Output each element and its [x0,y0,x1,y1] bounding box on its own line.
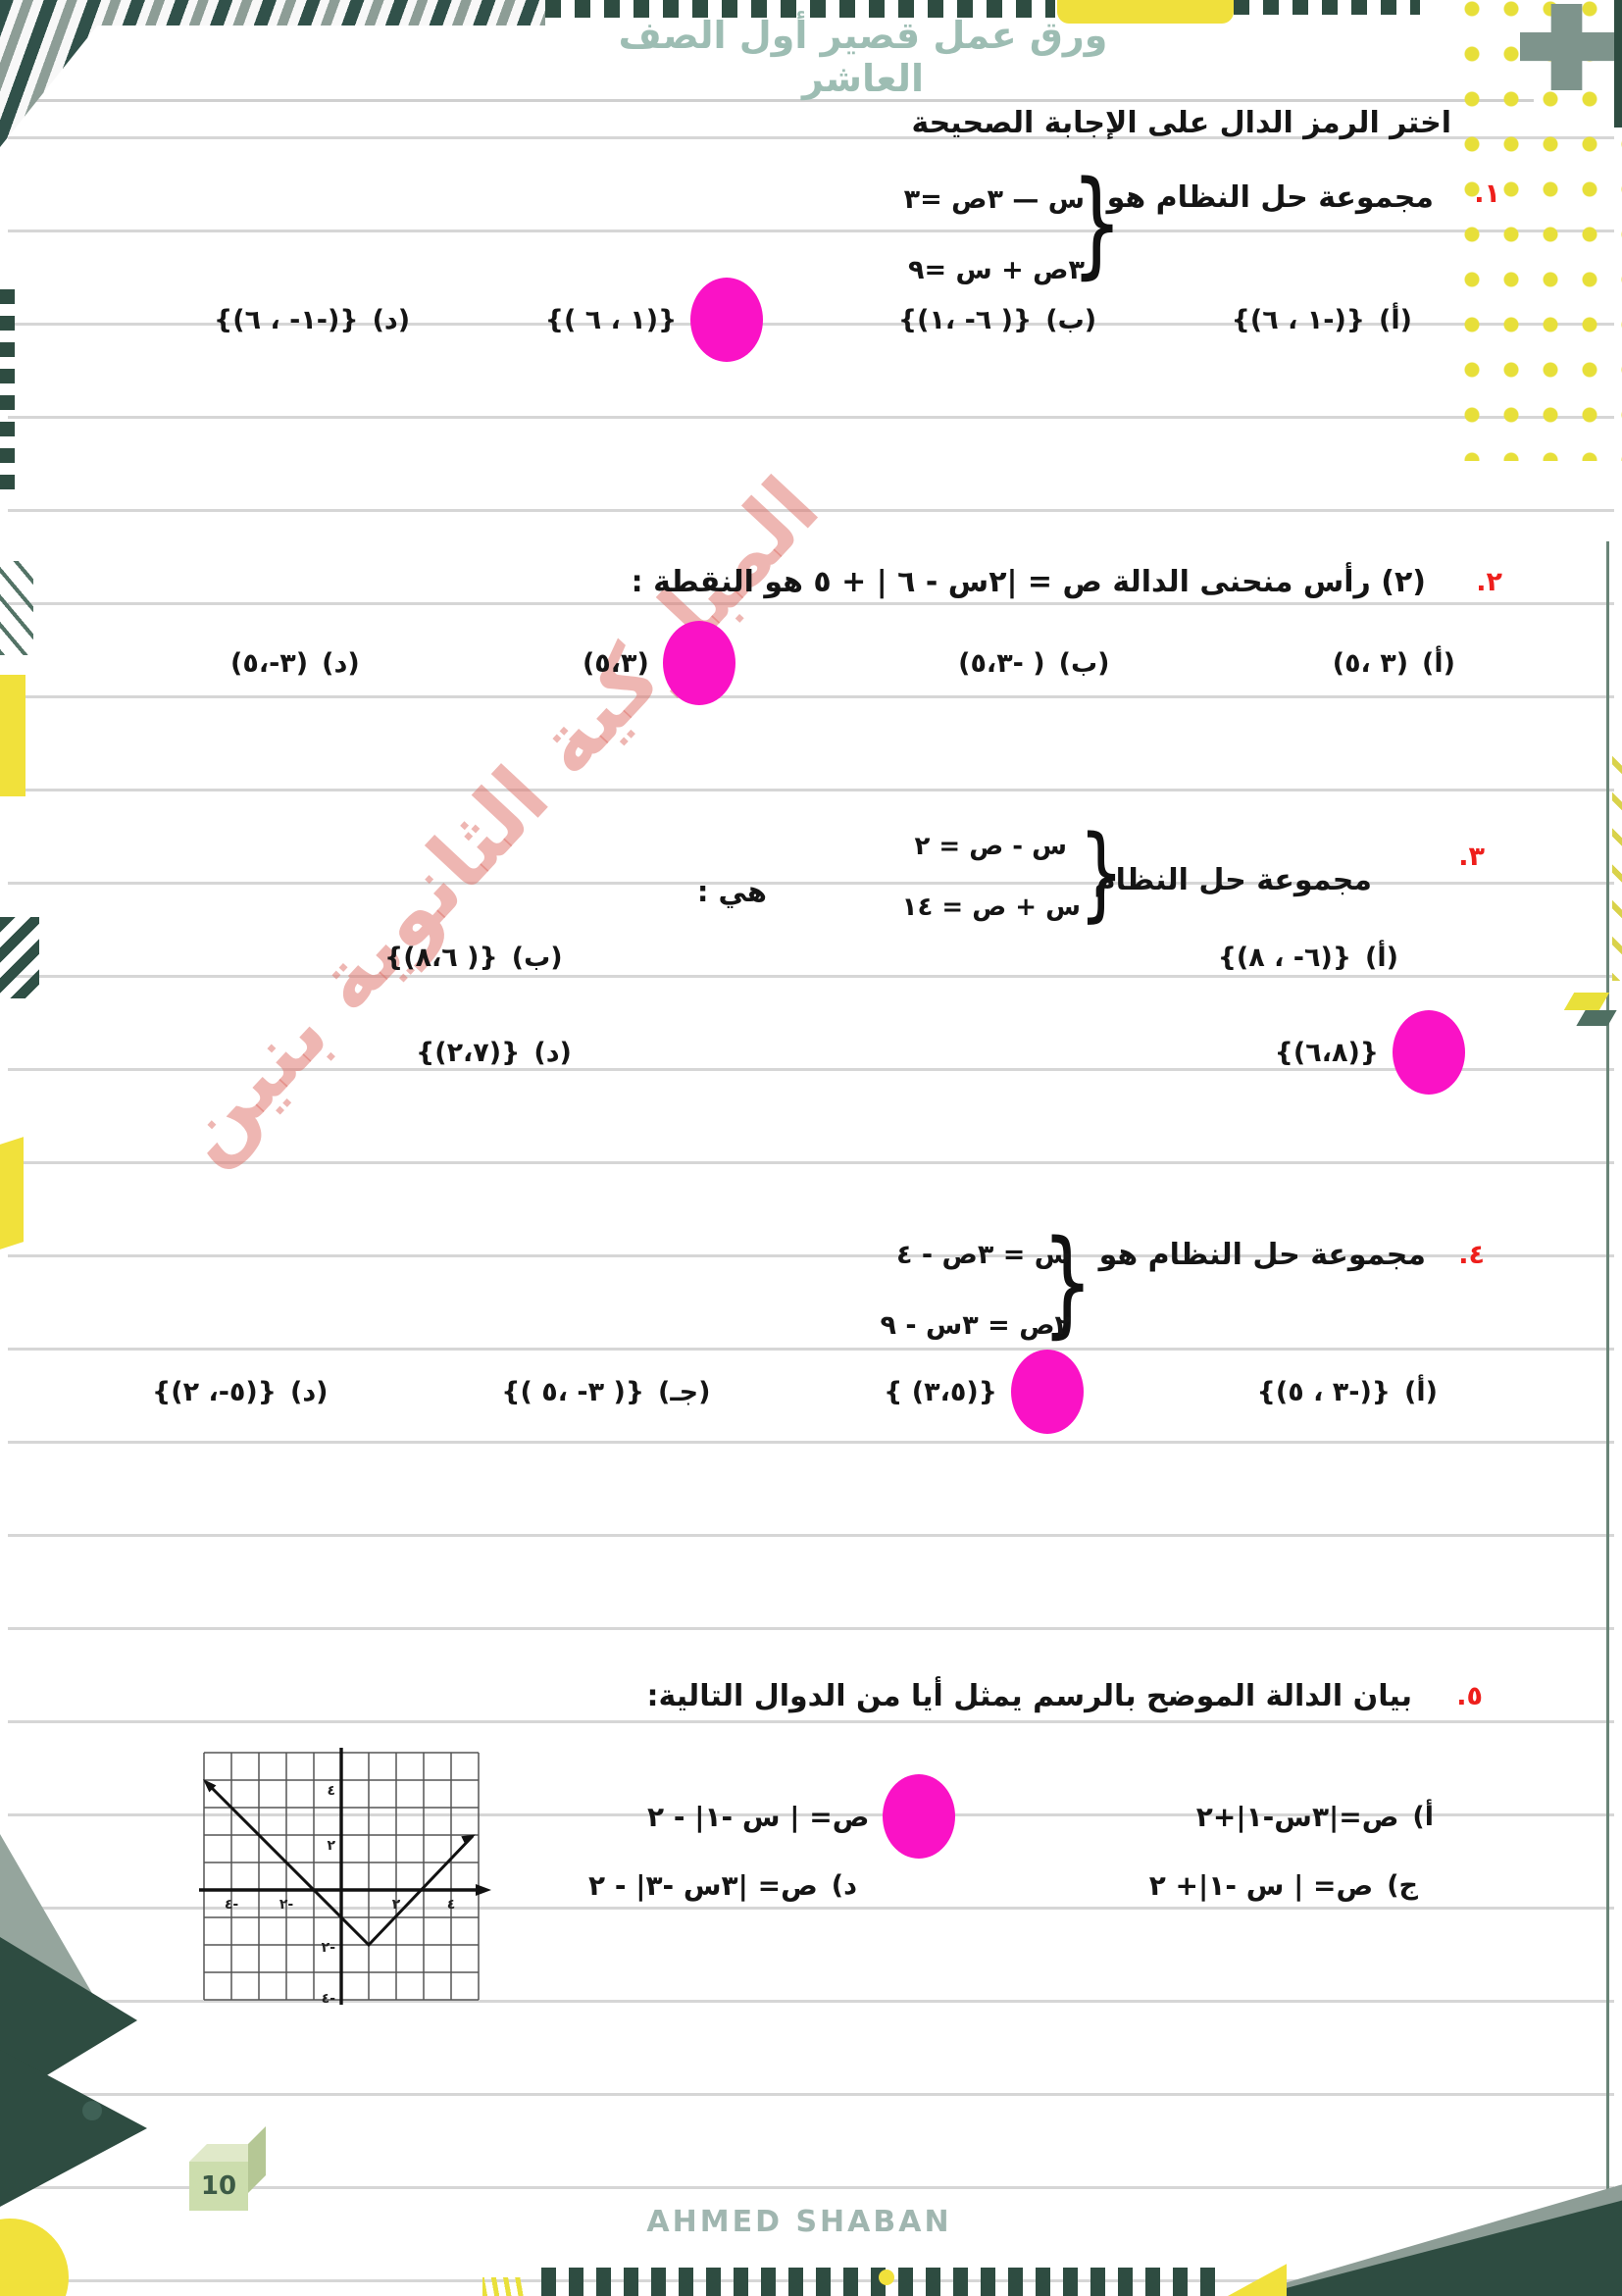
right-arm-arrow [461,1834,476,1846]
left-dash-band [0,289,15,495]
right-edge-dashes [1612,745,1622,981]
options-row-2: ص= | س -١|+ ٢ (ج ص= |٣س -٣| - ٢ (د [588,1856,1418,1914]
x-axis-arrow [476,1884,491,1896]
left-diagonal-stripes [0,917,39,998]
function-graph: ٤ ٢ ٢- ٤- ٤- ٢- ٢ ٤ [160,1748,493,2015]
options-row: {(٣ ، ٥-)} (أ) { (٣،٥)} {( ٣- ،٥ )} (جـ)… [152,1349,1438,1435]
top-dash-band-2 [1234,0,1420,15]
equation: ٢ص = ٣س - ٩ [880,1310,1071,1341]
system-brace: } [1078,813,1125,933]
question-title: مجموعة حل النظام هو [1098,1238,1426,1272]
options-row: (٣ ،٥) (أ) (٥،٣- ) (ب) (٥،٣) (٣-،٥) (د) [230,618,1455,708]
option-c-selected[interactable]: {(٦،٨)} [1275,1010,1465,1095]
cube-side-face [248,2126,266,2193]
question-title: بيان الدالة الموضح بالرسم يمثل أيا من ال… [646,1679,1413,1713]
option-a[interactable]: ص=|٣س-١|+٢ (أ [1195,1800,1434,1833]
equation: س + ص = ١٤ [901,893,1081,922]
option-d[interactable]: (٣-،٥) (د) [230,647,360,679]
option-d[interactable]: {(٢،٧)} (د) [416,1037,572,1068]
question-number: ٢. [1476,567,1502,597]
question-number: ٥. [1456,1681,1483,1711]
option-a[interactable]: {(٣ ، ٥-)} (أ) [1256,1376,1438,1407]
question-number: ٣. [1458,842,1485,872]
yellow-dot-grid [1463,0,1622,461]
option-a[interactable]: {(٦- ، ٨)} (أ) [1217,942,1398,973]
y-tick-neg4: ٤- [322,1991,336,2007]
question-title: مجموعة حل النظام هو [1106,180,1434,215]
option-b[interactable]: (٥،٣- ) (ب) [958,647,1110,679]
options-row-2: {(٦،٨)} {(٢،٧)} (د) [416,1008,1465,1097]
top-yellow-bar [1057,0,1234,24]
tulip-icon [879,2270,894,2285]
instruction-title: اختر الرمز الدال على الإجابة الصحيحة [911,106,1451,140]
x-tick-neg2: ٢- [279,1897,294,1913]
selected-answer-circle[interactable] [1010,1350,1084,1434]
question-title: مجموعة حل النظام [1093,863,1372,897]
equation: س - ص = ٢ [914,832,1067,861]
selected-answer-circle[interactable] [690,278,764,362]
x-tick-4: ٤ [447,1897,456,1913]
selected-answer-circle[interactable] [662,621,735,705]
right-top-edge [1614,0,1622,128]
option-b[interactable]: {(٦- ،١ )} (ب) [897,304,1097,335]
option-d[interactable]: {(٥-، ٢)} (د) [152,1376,329,1407]
equation: س — ٣ص =٣ [903,184,1085,215]
system-brace: } [1071,155,1123,290]
option-c[interactable]: {( ٣- ،٥ )} (جـ) [501,1376,711,1407]
selected-answer-circle[interactable] [1393,1010,1465,1095]
option-b-selected[interactable]: { (٣،٥)} [884,1350,1084,1434]
option-c[interactable]: ص= | س -١|+ ٢ (ج [1148,1868,1418,1902]
question-title: (٢) رأس منحنى الدالة ص = |٢س - ٦ | + ٥ ه… [631,565,1426,599]
option-b-selected[interactable]: ص= | س -١| - ٢ [647,1774,956,1859]
question-number: ٤. [1458,1240,1485,1270]
left-arm-arrow [203,1779,217,1793]
equation: ٣ص + س =٩ [908,255,1085,285]
top-dash-band [545,0,1055,18]
option-a[interactable]: {(١ ، ٦-)} (أ) [1231,304,1412,335]
question-number: ١. [1474,179,1500,209]
left-diagonal-lines [0,561,33,655]
y-tick-4: ٤ [327,1783,335,1799]
sun-dashes-icon [482,2277,526,2296]
green-dot [82,2101,102,2120]
y-tick-2: ٢ [327,1838,335,1854]
option-a[interactable]: (٣ ،٥) (أ) [1332,647,1455,679]
page-number: 10 [189,2162,248,2211]
right-edge-line [1606,541,1609,2199]
option-b[interactable]: {(٨،٦ )} (ب) [384,942,563,973]
header-underline [0,99,1534,102]
option-d[interactable]: ص= |٣س -٣| - ٢ (د [588,1868,857,1902]
absolute-value-plot: ٤ ٢ ٢- ٤- ٤- ٢- ٢ ٤ [199,1748,491,2007]
system-brace: } [1041,1214,1093,1350]
page-title: ورق عمل قصير أول الصف العاشر [618,14,1108,100]
v-curve [205,1781,475,1948]
question-suffix: هي : [696,875,767,908]
x-tick-2: ٢ [392,1897,401,1913]
selected-answer-circle[interactable] [883,1774,956,1859]
options-row-1: {(٦- ، ٨)} (أ) {(٨،٦ )} (ب) [384,928,1398,987]
option-d[interactable]: {(١- ، ٦-)} (د) [214,304,411,335]
x-tick-neg4: ٤- [225,1897,239,1913]
left-yellow-bar [0,675,25,796]
y-tick-neg2: ٢- [322,1940,336,1956]
equation: س = ٣ص - ٤ [896,1240,1071,1270]
option-c-selected[interactable]: {( ١ ، ٦)} [545,278,764,362]
options-row: {(١ ، ٦-)} (أ) {(٦- ،١ )} (ب) {( ١ ، ٦)}… [214,278,1412,362]
option-c-selected[interactable]: (٥،٣) [583,621,735,705]
brand-name: AHMED SHABAN [646,2205,952,2239]
options-row-1: ص=|٣س-١|+٢ (أ ص= | س -١| - ٢ [647,1771,1434,1862]
ruled-lines [8,46,1614,2296]
